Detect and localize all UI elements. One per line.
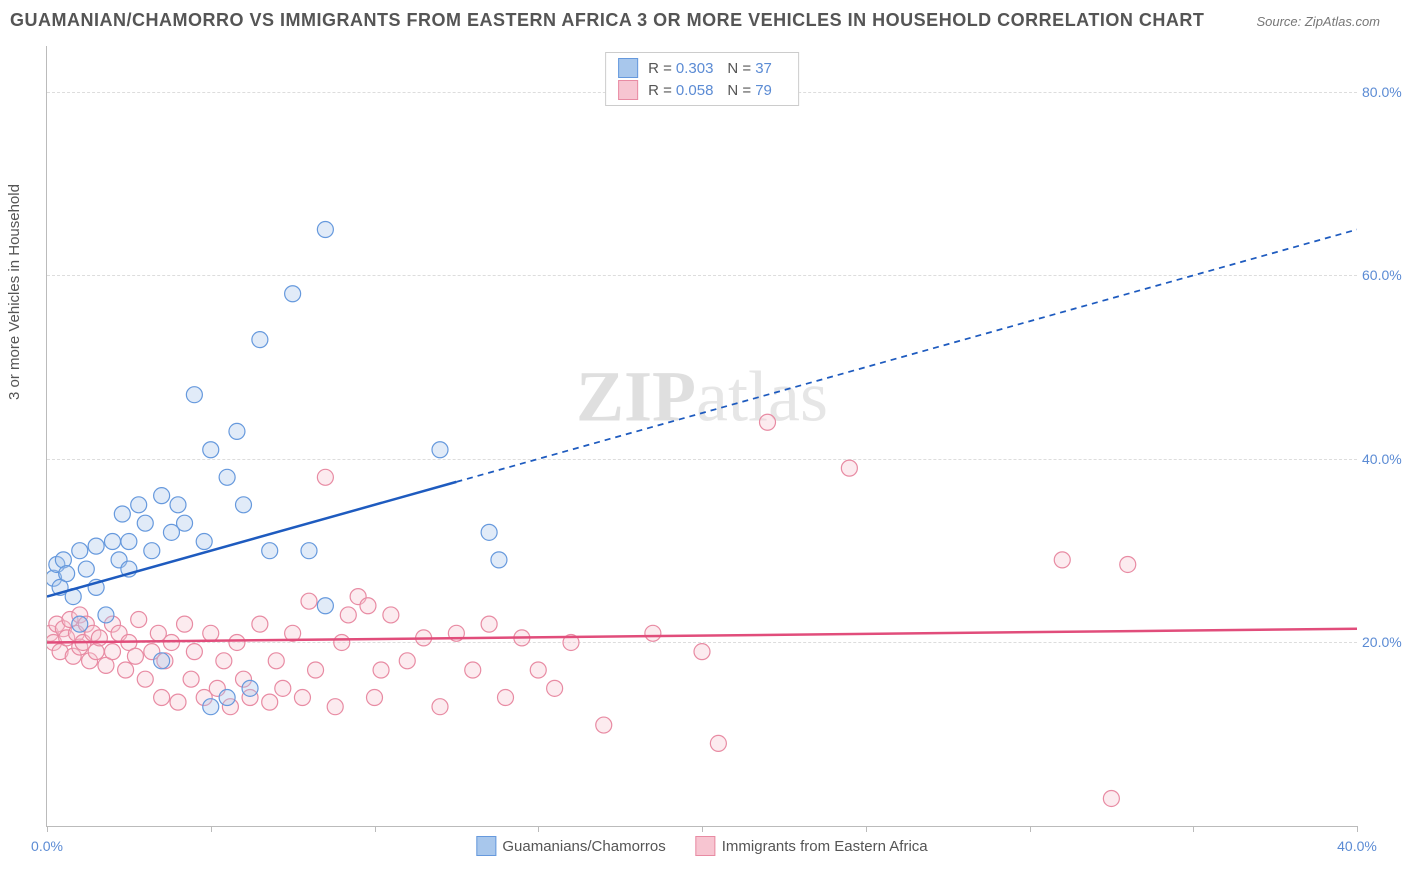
y-tick-label: 40.0% bbox=[1362, 451, 1406, 467]
scatter-plot-svg bbox=[47, 46, 1357, 826]
chart-plot-area: ZIPatlas R =0.303N =37 R =0.058N =79 Gua… bbox=[46, 46, 1357, 827]
legend-row-guamanian: R =0.303N =37 bbox=[618, 57, 786, 79]
swatch-icon bbox=[476, 836, 496, 856]
x-tick-label: 0.0% bbox=[31, 838, 63, 854]
y-tick-label: 60.0% bbox=[1362, 267, 1406, 283]
source-attribution: Source: ZipAtlas.com bbox=[1256, 14, 1380, 29]
x-tick-label: 40.0% bbox=[1337, 838, 1377, 854]
legend-statistics: R =0.303N =37 R =0.058N =79 bbox=[605, 52, 799, 106]
y-tick-label: 20.0% bbox=[1362, 634, 1406, 650]
legend-row-immigrants: R =0.058N =79 bbox=[618, 79, 786, 101]
swatch-icon bbox=[696, 836, 716, 856]
chart-title: GUAMANIAN/CHAMORRO VS IMMIGRANTS FROM EA… bbox=[10, 10, 1204, 30]
y-tick-label: 80.0% bbox=[1362, 84, 1406, 100]
swatch-icon bbox=[618, 80, 638, 100]
legend-item-guamanian: Guamanians/Chamorros bbox=[476, 836, 665, 856]
legend-item-immigrants: Immigrants from Eastern Africa bbox=[696, 836, 928, 856]
y-axis-label: 3 or more Vehicles in Household bbox=[6, 184, 23, 400]
legend-series: Guamanians/Chamorros Immigrants from Eas… bbox=[476, 836, 927, 856]
swatch-icon bbox=[618, 58, 638, 78]
